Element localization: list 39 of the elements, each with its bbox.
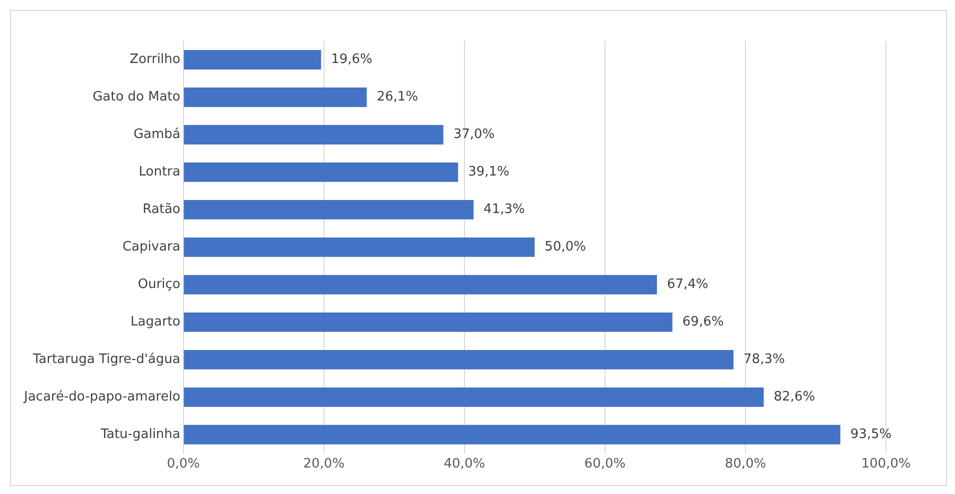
bar (184, 88, 367, 107)
x-tick-label: 20,0% (303, 456, 345, 472)
data-label: 78,3% (744, 352, 785, 368)
data-label: 69,6% (682, 314, 724, 330)
data-label: 19,6% (331, 52, 372, 68)
y-tick-label: Lontra (138, 164, 180, 180)
bar (184, 424, 840, 444)
y-tick-label: Capivara (122, 240, 180, 255)
bar (184, 312, 672, 332)
x-tick-label: 60,0% (584, 456, 626, 472)
data-label: 93,5% (850, 427, 892, 442)
y-tick-label: Tatu-galinha (100, 427, 180, 442)
data-label: 39,1% (468, 164, 510, 180)
data-label: 82,6% (774, 390, 816, 405)
y-tick-label: Gambá (133, 127, 180, 142)
y-tick-label: Ouriço (138, 277, 180, 292)
bar (184, 237, 535, 257)
bar (184, 387, 764, 407)
y-tick-label: Jacaré-do-papo-amarelo (23, 390, 180, 405)
bar (184, 200, 474, 220)
bar (184, 274, 657, 294)
y-tick-label: Tartaruga Tigre-d'água (32, 352, 180, 368)
data-label: 37,0% (453, 127, 495, 142)
data-label: 41,3% (484, 202, 525, 218)
x-tick-label: 0,0% (166, 456, 200, 472)
data-label: 67,4% (666, 277, 708, 292)
data-label: 50,0% (544, 240, 586, 255)
bar (184, 50, 322, 70)
bar (184, 125, 444, 144)
y-tick-label: Zorrilho (130, 52, 180, 68)
bar (184, 162, 458, 182)
x-tick-label: 80,0% (724, 456, 766, 472)
bar (184, 350, 734, 370)
x-tick-label: 100,0% (861, 456, 911, 472)
y-tick-label: Lagarto (130, 314, 180, 330)
y-tick-label: Ratão (142, 202, 180, 218)
y-tick-label: Gato do Mato (92, 90, 180, 105)
x-tick-label: 40,0% (444, 456, 486, 472)
data-label: 26,1% (376, 90, 418, 105)
